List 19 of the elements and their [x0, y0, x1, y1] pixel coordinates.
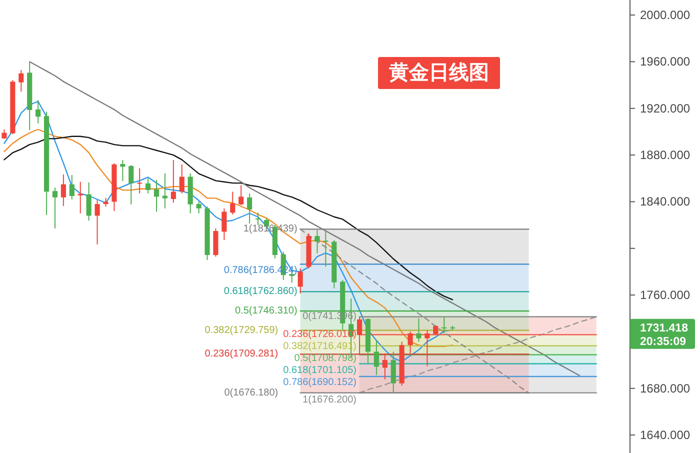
- series-label: 0.5(1708.798): [294, 353, 357, 364]
- y-tick-label: 1880.000: [640, 148, 690, 162]
- series-label: 1(1676.200): [302, 394, 357, 406]
- series-label: 0.618(1762.860): [224, 286, 298, 298]
- y-tick-label: 1920.000: [640, 101, 690, 116]
- y-tick-label: 1760.000: [640, 288, 690, 302]
- series-label: 0.618(1701.105): [283, 365, 357, 376]
- text: 0.382(1729.759): [204, 324, 278, 336]
- series-label: 0.5(1746.310): [235, 306, 298, 317]
- series-label: 0.786(1690.152): [283, 377, 357, 388]
- text: 1731.418 20:35:09: [640, 322, 689, 348]
- text: 0.236(1709.281): [204, 348, 278, 360]
- y-tick-label: 1640.000: [640, 428, 690, 442]
- text: 0(1676.180): [224, 387, 278, 398]
- y-tick-label: 2000.000: [640, 8, 690, 22]
- y-tick-label: 1840.000: [640, 194, 690, 209]
- y-tick-label: 1960.000: [640, 54, 690, 69]
- text: 黄金日线图: [388, 62, 489, 84]
- y-tick-label: 1680.000: [640, 381, 690, 396]
